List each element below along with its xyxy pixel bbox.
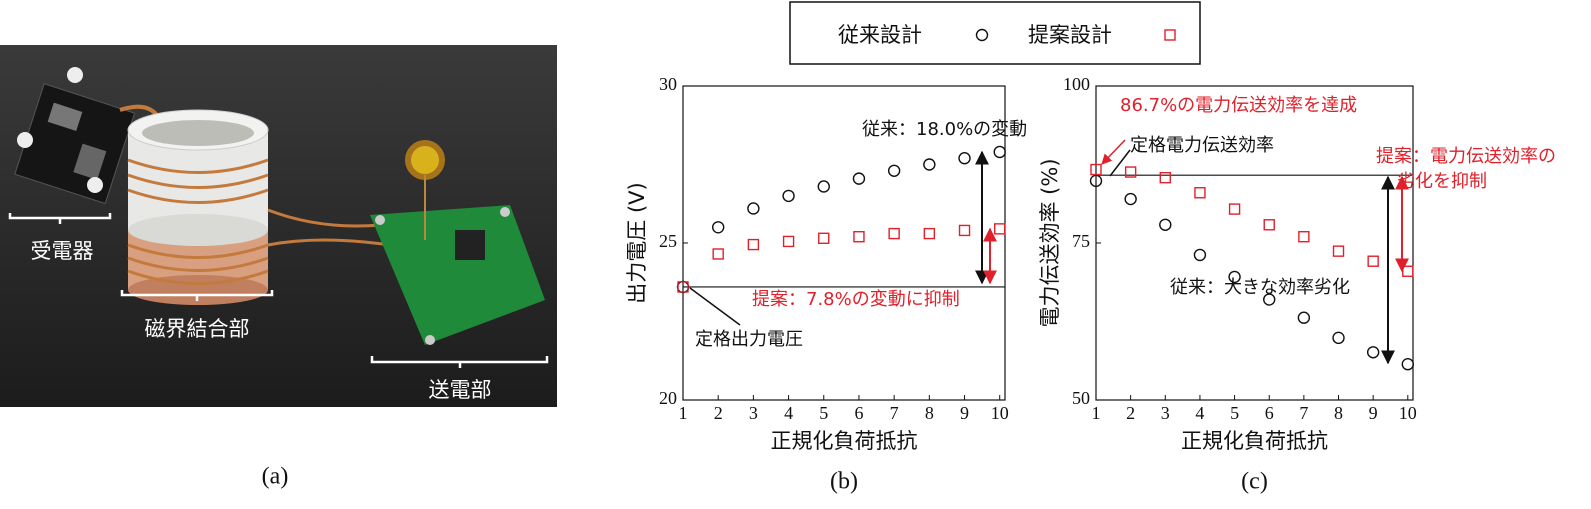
- annotation: 定格出力電圧: [695, 329, 803, 350]
- point: [853, 231, 865, 243]
- x-tick-label: 2: [714, 403, 723, 423]
- point: [852, 172, 866, 185]
- point: [747, 202, 760, 215]
- point: [958, 224, 971, 237]
- point: [1090, 163, 1102, 176]
- annotation: 定格電力伝送効率: [1130, 135, 1274, 156]
- x-tick-label: 7: [1299, 403, 1308, 423]
- annotation: 従来：18.0%の変動: [862, 119, 1027, 140]
- x-tick-label: 1: [679, 403, 688, 423]
- point: [1159, 218, 1172, 231]
- point: [958, 152, 971, 165]
- point: [1367, 255, 1379, 267]
- point: [712, 248, 724, 260]
- point: [782, 235, 795, 248]
- x-tick-label: 3: [749, 403, 758, 423]
- point: [993, 145, 1006, 159]
- x-tick-label: 4: [1195, 403, 1204, 423]
- leader-line: [689, 287, 741, 326]
- y-tick-label: 20: [659, 388, 677, 408]
- leader-line: [1101, 139, 1126, 165]
- y-tick-label: 75: [1072, 231, 1090, 251]
- x-tick-label: 10: [991, 403, 1009, 423]
- point: [782, 189, 795, 203]
- point: [887, 164, 901, 177]
- plot-frame: [1095, 85, 1414, 401]
- annotation: 従来：大きな効率劣化: [1170, 277, 1350, 298]
- x-tick-label: 8: [1334, 403, 1343, 423]
- y-axis-label: 出力電圧 (V): [625, 182, 649, 303]
- x-tick-label: 4: [784, 403, 793, 423]
- point: [1124, 192, 1137, 206]
- x-tick-label: 1: [1092, 403, 1101, 423]
- point: [1263, 293, 1276, 306]
- point: [677, 281, 689, 293]
- point: [817, 180, 830, 193]
- annotation: 86.7%の電力伝送効率を達成: [1120, 95, 1357, 116]
- x-tick-label: 3: [1161, 403, 1170, 423]
- x-tick-label: 6: [854, 403, 863, 423]
- annotation: 提案：電力伝送効率の: [1376, 146, 1556, 167]
- point: [1263, 219, 1275, 231]
- photo-label: 磁界結合部: [145, 317, 250, 341]
- point: [1297, 311, 1311, 324]
- point: [1332, 331, 1345, 345]
- point: [1332, 245, 1345, 257]
- y-tick-label: 50: [1072, 388, 1090, 408]
- point: [994, 223, 1006, 235]
- x-tick-label: 5: [1230, 403, 1239, 423]
- y-tick-label: 100: [1063, 74, 1090, 94]
- photo-label: 送電部: [429, 378, 492, 402]
- point: [923, 227, 936, 240]
- caption: (a): [262, 464, 289, 490]
- photo-label: 受電器: [31, 239, 94, 263]
- legend-label: 従来設計: [838, 23, 922, 47]
- y-tick-label: 30: [659, 74, 677, 94]
- x-tick-label: 7: [890, 403, 899, 423]
- point: [1159, 171, 1171, 184]
- point: [747, 238, 760, 251]
- point: [1089, 174, 1103, 188]
- x-tick-label: 10: [1399, 403, 1417, 423]
- legend-marker: [1164, 29, 1176, 41]
- y-axis-label: 電力伝送効率 (%): [1038, 158, 1062, 327]
- x-tick-label: 6: [1265, 403, 1274, 423]
- x-tick-label: 9: [960, 403, 969, 423]
- x-tick-label: 8: [925, 403, 934, 423]
- point: [1193, 248, 1207, 262]
- caption: (b): [830, 469, 858, 495]
- annotation: 劣化を抑制: [1397, 171, 1487, 192]
- x-axis-label: 正規化負荷抵抗: [771, 429, 918, 453]
- point: [1124, 166, 1137, 178]
- point: [711, 221, 725, 234]
- x-axis-label: 正規化負荷抵抗: [1181, 429, 1328, 453]
- point: [1194, 187, 1206, 199]
- legend-marker: [975, 28, 989, 42]
- point: [1401, 358, 1415, 371]
- point: [818, 232, 830, 244]
- point: [1402, 265, 1414, 277]
- point: [1366, 346, 1380, 359]
- point: [1228, 203, 1241, 215]
- x-tick-label: 5: [819, 403, 828, 423]
- legend: 従来設計 提案設計: [789, 1, 1201, 65]
- leader-line: [1109, 149, 1131, 177]
- x-tick-label: 2: [1126, 403, 1135, 423]
- annotation: 提案：7.8%の変動に抑制: [752, 289, 960, 310]
- legend-label: 提案設計: [1028, 23, 1112, 47]
- point: [923, 158, 936, 171]
- point: [1228, 270, 1241, 284]
- point: [1298, 231, 1310, 243]
- caption: (c): [1241, 469, 1268, 495]
- x-tick-label: 9: [1369, 403, 1378, 423]
- y-tick-label: 25: [659, 231, 677, 251]
- point: [888, 227, 900, 240]
- photo: 受電器 磁界結合部 送電部: [0, 45, 557, 407]
